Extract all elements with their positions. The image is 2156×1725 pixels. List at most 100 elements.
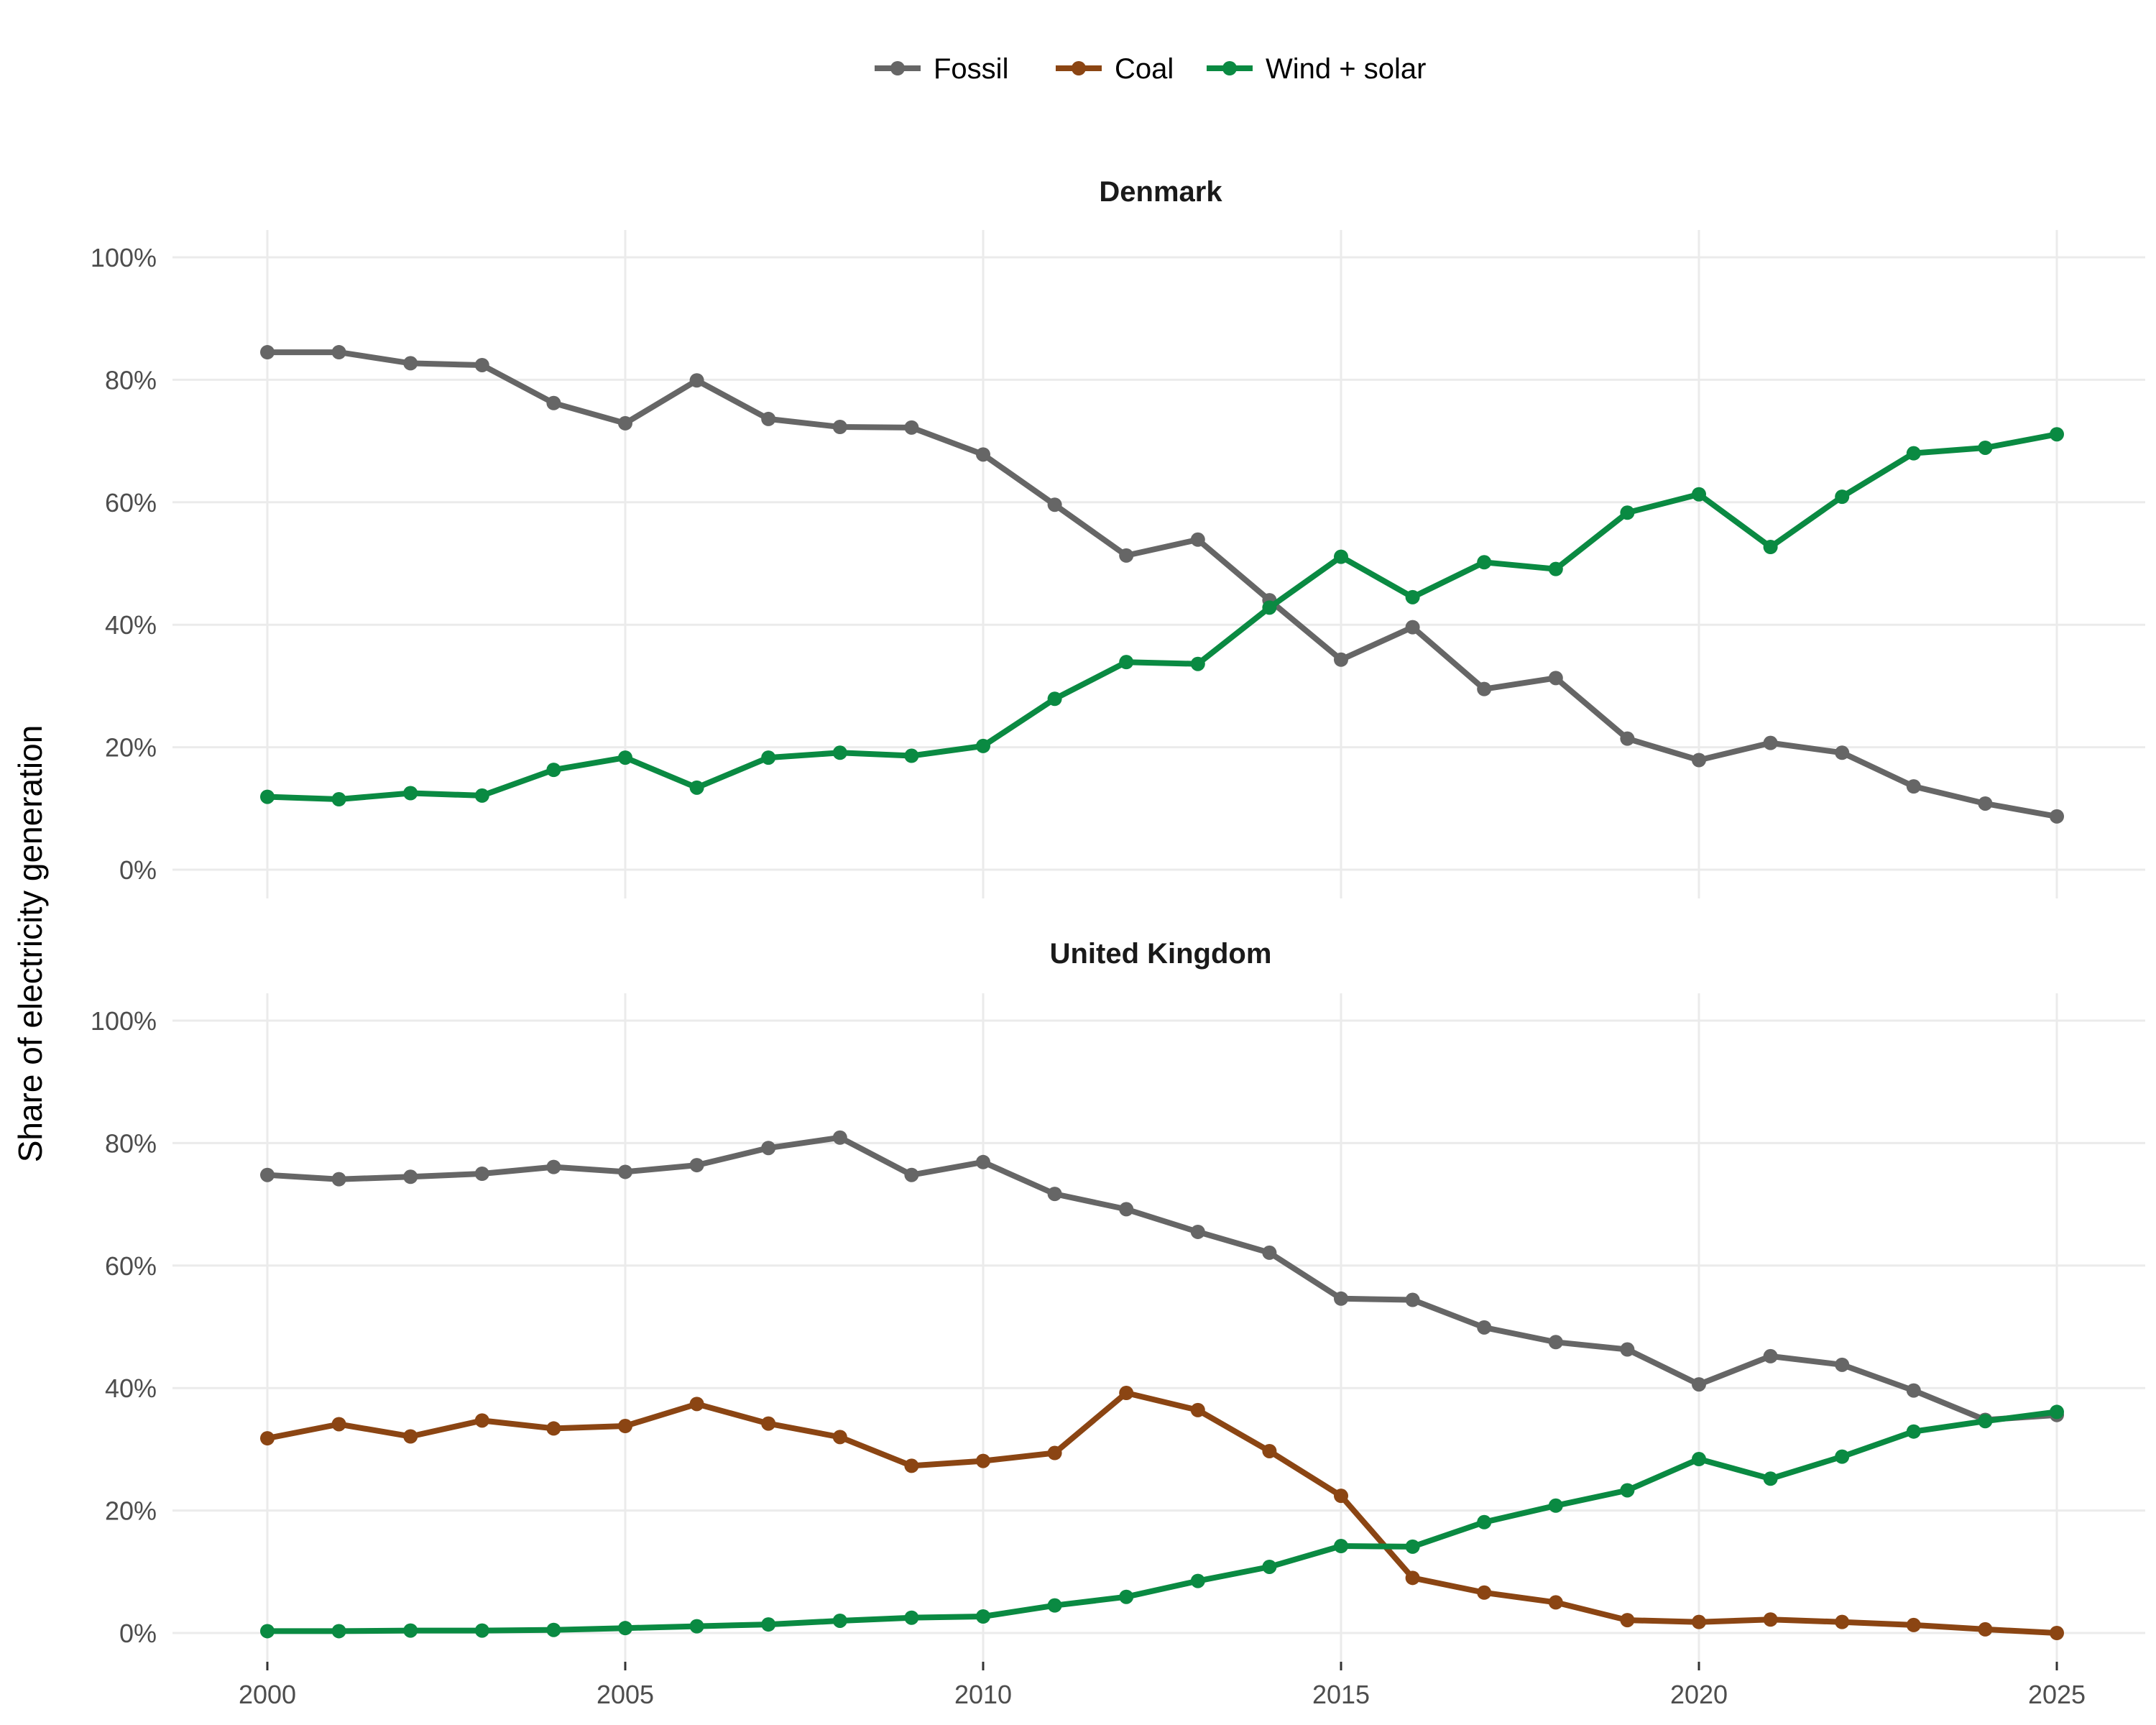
data-point-fossil <box>546 1159 561 1174</box>
data-point-coal <box>689 1397 704 1412</box>
data-point-fossil <box>832 420 847 435</box>
data-point-fossil <box>1119 1202 1134 1217</box>
data-point-fossil <box>832 1130 847 1145</box>
x-axis: 2000 2005 2010 2015 2020 2025 <box>239 1662 2086 1709</box>
data-point-fossil <box>2050 809 2064 824</box>
data-point-coal <box>546 1421 561 1436</box>
data-point-coal <box>1692 1614 1706 1629</box>
data-point-fossil <box>1906 779 1921 794</box>
data-point-wind-solar <box>1906 1424 1921 1439</box>
data-point-wind-solar <box>546 1622 561 1637</box>
y-tick-label: 40% <box>105 1374 157 1403</box>
series-line-fossil-denmark <box>264 349 2060 819</box>
data-point-fossil <box>689 1158 704 1173</box>
x-tick-label: 2010 <box>954 1680 1012 1709</box>
series-denmark <box>260 345 2064 824</box>
data-point-coal <box>832 1430 847 1445</box>
data-point-wind-solar <box>1763 1471 1778 1486</box>
data-point-fossil <box>761 1141 776 1156</box>
data-point-fossil <box>618 1164 632 1179</box>
data-point-coal <box>403 1429 418 1444</box>
data-point-wind-solar <box>260 1624 275 1639</box>
panel-title-denmark: Denmark <box>1099 176 1222 208</box>
data-point-wind-solar <box>904 1610 919 1625</box>
data-point-wind-solar <box>1548 561 1563 576</box>
data-point-wind-solar <box>403 786 418 801</box>
data-point-wind-solar <box>474 788 489 803</box>
data-point-fossil <box>260 345 275 360</box>
data-point-wind-solar <box>1477 555 1492 570</box>
data-point-coal <box>1906 1617 1921 1632</box>
data-point-wind-solar <box>1906 446 1921 461</box>
data-point-fossil <box>1978 796 1993 811</box>
data-point-fossil <box>689 373 704 388</box>
data-point-fossil <box>474 1167 489 1181</box>
panel-title-united-kingdom: United Kingdom <box>1050 938 1272 970</box>
data-point-coal <box>976 1453 990 1468</box>
data-point-fossil <box>1763 1348 1778 1363</box>
gridlines-united-kingdom <box>172 993 2145 1662</box>
data-point-wind-solar <box>618 750 632 765</box>
y-tick-label: 0% <box>119 1619 157 1648</box>
y-tick-label: 0% <box>119 855 157 885</box>
data-point-fossil <box>904 420 919 435</box>
data-point-wind-solar <box>403 1623 418 1638</box>
data-point-wind-solar <box>331 1624 346 1639</box>
legend-item-coal: Coal <box>1056 53 1174 85</box>
y-tick-label: 100% <box>91 243 157 272</box>
data-point-fossil <box>1835 745 1850 760</box>
data-point-coal <box>1119 1386 1134 1401</box>
data-point-coal <box>904 1458 919 1473</box>
legend-label: Coal <box>1115 53 1174 85</box>
data-point-wind-solar <box>1763 539 1778 554</box>
data-point-wind-solar <box>761 750 776 765</box>
data-point-coal <box>1835 1614 1850 1629</box>
data-point-fossil <box>1835 1357 1850 1372</box>
data-point-wind-solar <box>1692 1452 1706 1467</box>
data-point-coal <box>1763 1612 1778 1627</box>
legend-key-point <box>1222 61 1237 75</box>
data-point-wind-solar <box>1620 505 1635 520</box>
data-point-fossil <box>1047 497 1062 512</box>
series-line-fossil-united-kingdom <box>264 1134 2060 1423</box>
data-point-wind-solar <box>1620 1483 1635 1498</box>
data-point-fossil <box>1620 731 1635 746</box>
data-point-fossil <box>1548 671 1563 686</box>
data-point-fossil <box>618 415 632 431</box>
data-point-wind-solar <box>1190 1573 1205 1588</box>
data-point-fossil <box>260 1167 275 1182</box>
data-point-coal <box>1620 1613 1635 1628</box>
data-point-coal <box>618 1419 632 1434</box>
data-point-wind-solar <box>1119 655 1134 670</box>
data-point-fossil <box>1190 1224 1205 1239</box>
data-point-fossil <box>1477 1320 1492 1335</box>
y-tick-label: 80% <box>105 1128 157 1158</box>
series-line-wind-solar-united-kingdom <box>264 1409 2060 1634</box>
data-point-wind-solar <box>331 792 346 807</box>
data-point-wind-solar <box>1835 489 1850 505</box>
data-point-fossil <box>1692 1377 1706 1392</box>
data-point-wind-solar <box>761 1617 776 1632</box>
y-tick-label: 20% <box>105 733 157 763</box>
data-point-fossil <box>1405 620 1420 635</box>
data-point-wind-solar <box>1190 656 1205 671</box>
data-point-fossil <box>761 411 776 426</box>
data-point-wind-solar <box>474 1623 489 1638</box>
data-point-wind-solar <box>1334 1539 1348 1554</box>
data-point-coal <box>2050 1626 2064 1640</box>
y-tick-label: 20% <box>105 1496 157 1526</box>
y-tick-labels-united-kingdom: 0% 20% 40% 60% 80% 100% <box>91 1006 157 1648</box>
data-point-fossil <box>1190 532 1205 547</box>
data-point-fossil <box>904 1167 919 1182</box>
data-point-fossil <box>1405 1292 1420 1307</box>
data-point-fossil <box>976 447 990 462</box>
data-point-wind-solar <box>832 1613 847 1628</box>
data-point-wind-solar <box>1548 1498 1563 1513</box>
data-point-wind-solar <box>976 738 990 753</box>
legend-label: Fossil <box>934 53 1008 85</box>
data-point-wind-solar <box>1405 589 1420 604</box>
data-point-wind-solar <box>2050 427 2064 442</box>
data-point-wind-solar <box>1835 1449 1850 1464</box>
data-point-wind-solar <box>1262 600 1277 615</box>
